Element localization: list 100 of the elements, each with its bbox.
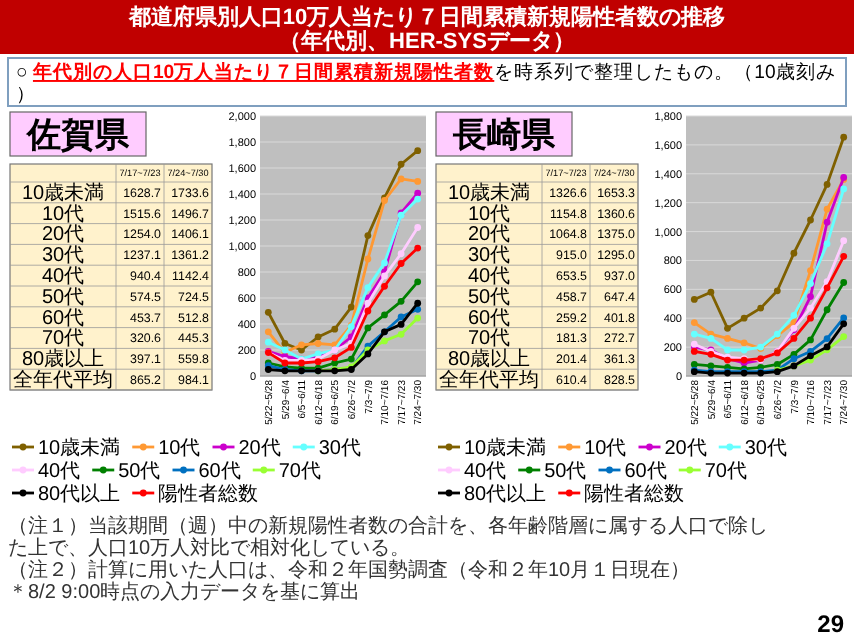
point — [414, 314, 422, 322]
point — [807, 280, 814, 287]
point — [757, 304, 765, 312]
point — [790, 311, 798, 319]
text: 80歳以上 — [447, 347, 531, 372]
point — [807, 314, 814, 322]
point — [707, 288, 715, 296]
point — [414, 299, 422, 307]
point — [264, 308, 272, 316]
legend-label: 30代 — [744, 438, 787, 460]
legend-label: 10歳未満 — [464, 436, 547, 460]
point — [397, 297, 405, 305]
point — [397, 313, 405, 321]
point — [364, 307, 372, 315]
chart-title: 長崎県 — [451, 116, 557, 154]
point — [807, 267, 814, 274]
point — [823, 240, 831, 248]
point — [840, 333, 848, 341]
point — [773, 361, 781, 368]
text: 40代 — [41, 266, 85, 288]
point — [790, 335, 798, 342]
legend-label: 70代 — [278, 461, 321, 483]
legend-label: 80代以上 — [464, 482, 547, 506]
point — [314, 333, 322, 341]
point — [807, 304, 814, 312]
point — [364, 232, 372, 239]
point — [364, 299, 372, 307]
text: ○ 年代別の人口10万人当たり７日間累積新規陽性者数を時系列で整理したもの。（10歳刻み） — [16, 62, 836, 106]
point — [381, 337, 388, 345]
point — [414, 224, 422, 231]
point — [331, 325, 339, 333]
legend-label: 80代以上 — [38, 482, 121, 506]
point — [397, 160, 405, 168]
point — [364, 284, 372, 291]
point — [690, 348, 698, 355]
point — [397, 320, 405, 328]
point — [281, 340, 289, 347]
text: 20代 — [41, 224, 85, 247]
point — [823, 306, 831, 314]
point — [414, 178, 422, 185]
text: 29 — [817, 610, 845, 638]
text: 10代 — [467, 203, 511, 226]
point — [364, 324, 372, 332]
point — [840, 252, 848, 260]
point — [414, 147, 422, 155]
legend-label: 40代 — [38, 461, 81, 483]
point — [840, 320, 848, 328]
point — [381, 259, 388, 267]
text: 50代 — [467, 286, 511, 309]
point — [807, 293, 814, 300]
text: 10代 — [41, 203, 85, 226]
text: 10歳未満 — [21, 180, 105, 205]
text: 10歳未満 — [447, 180, 531, 205]
text: （注２）計算に用いた人口は、令和２年国勢調査（令和２年10月１日現在） — [8, 558, 691, 582]
point — [823, 284, 831, 292]
text: 70代 — [41, 328, 85, 351]
legend-label: 50代 — [118, 461, 161, 483]
text: 40代 — [467, 266, 511, 288]
point — [381, 282, 388, 290]
text: 30代 — [467, 245, 511, 268]
legend-label: 40代 — [464, 461, 507, 483]
text: 都道府県別人口10万人当たり７日間累積新規陽性者数の推移 — [126, 4, 726, 30]
point — [807, 216, 814, 224]
point — [397, 250, 405, 258]
point — [740, 339, 748, 347]
legend-label: 20代 — [238, 438, 281, 460]
point — [740, 346, 748, 354]
legend-label: 10代 — [584, 438, 627, 460]
point — [414, 189, 422, 197]
legend-label: 30代 — [318, 438, 361, 460]
legend-label: 60代 — [624, 461, 667, 483]
point — [790, 249, 798, 257]
line-series — [264, 244, 422, 367]
text: 30代 — [41, 245, 85, 268]
text: 50代 — [41, 286, 85, 309]
point — [823, 205, 831, 213]
point — [397, 175, 405, 183]
point — [790, 355, 798, 363]
text: 全年代平均 — [439, 368, 539, 392]
point — [397, 260, 405, 267]
point — [823, 180, 831, 188]
point — [298, 346, 305, 354]
point — [773, 287, 781, 295]
text: 70代 — [467, 328, 511, 351]
text: 60代 — [41, 307, 85, 330]
point — [840, 314, 848, 322]
text: 20代 — [467, 224, 511, 247]
point — [690, 296, 698, 303]
text: 80歳以上 — [21, 347, 105, 372]
legend-label: 10代 — [158, 438, 201, 460]
legend-label: 50代 — [544, 461, 587, 483]
point — [298, 341, 305, 349]
text: 全年代平均 — [13, 368, 113, 392]
point — [740, 314, 748, 322]
point — [314, 340, 322, 347]
legend-label: 20代 — [664, 438, 707, 460]
point — [724, 346, 731, 354]
chart-title: 佐賀県 — [25, 116, 131, 154]
legend-label: 70代 — [704, 461, 747, 483]
point — [707, 335, 715, 342]
